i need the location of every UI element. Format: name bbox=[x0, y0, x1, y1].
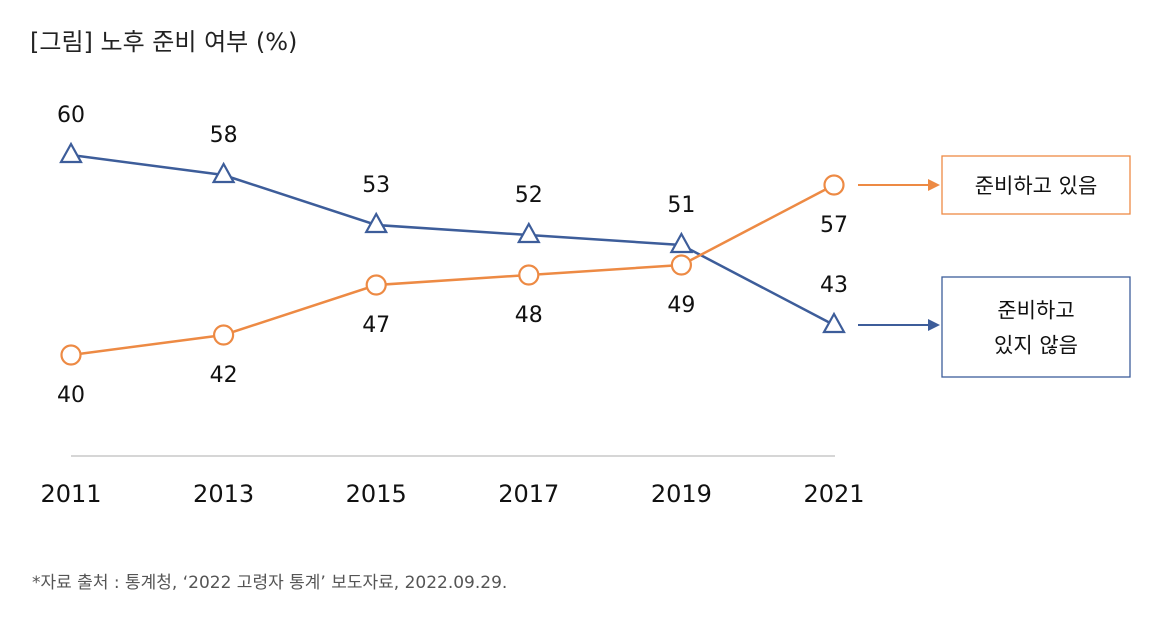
x-axis: 2011 2013 2015 2017 2019 2021 bbox=[40, 455, 865, 508]
legend-box bbox=[941, 155, 1131, 215]
series-0: 60 58 53 52 51 43 bbox=[57, 103, 848, 334]
legend-arrow-head bbox=[928, 179, 940, 191]
data-label: 51 bbox=[667, 193, 695, 218]
chart-title: [그림] 노후 준비 여부 (%) bbox=[30, 28, 298, 56]
legend-label: 준비하고 있음 bbox=[975, 174, 1098, 198]
data-label: 57 bbox=[820, 213, 848, 238]
source-note: *자료 출처 : 통계청, ‘2022 고령자 통계’ 보도자료, 2022.0… bbox=[32, 573, 508, 593]
x-tick-label: 2013 bbox=[193, 480, 254, 508]
legend-arrow-head bbox=[928, 319, 940, 331]
series-1: 40 42 47 48 49 57 bbox=[57, 174, 848, 408]
data-label: 52 bbox=[515, 183, 543, 208]
triangle-marker bbox=[516, 221, 541, 244]
circle-marker bbox=[518, 264, 540, 286]
data-label: 42 bbox=[210, 363, 238, 388]
x-tick-label: 2011 bbox=[40, 480, 101, 508]
circle-marker bbox=[365, 274, 387, 296]
triangle-marker bbox=[59, 141, 83, 164]
legend-label: 있지 않음 bbox=[994, 334, 1078, 358]
data-label: 58 bbox=[210, 123, 238, 148]
data-label: 60 bbox=[57, 103, 85, 128]
data-label: 48 bbox=[515, 303, 543, 328]
circle-marker bbox=[213, 324, 235, 346]
x-tick-label: 2015 bbox=[346, 480, 407, 508]
data-label: 47 bbox=[362, 313, 390, 338]
series-layer: 60 58 53 52 51 43 40 42 47 48 49 57 bbox=[57, 103, 848, 408]
triangle-marker bbox=[669, 231, 694, 254]
data-label: 43 bbox=[820, 273, 848, 298]
triangle-marker bbox=[822, 311, 846, 334]
circle-marker bbox=[823, 174, 845, 196]
triangle-marker bbox=[211, 161, 236, 184]
triangle-marker bbox=[364, 211, 389, 234]
legend-box bbox=[941, 276, 1131, 378]
circle-marker bbox=[670, 254, 693, 276]
x-tick-label: 2021 bbox=[803, 480, 864, 508]
legend-label: 준비하고 bbox=[997, 299, 1074, 323]
x-tick-label: 2017 bbox=[498, 480, 559, 508]
series-line bbox=[70, 153, 835, 327]
series-line bbox=[70, 183, 835, 357]
x-tick-label: 2019 bbox=[651, 480, 712, 508]
circle-marker bbox=[60, 344, 82, 366]
data-label: 53 bbox=[362, 173, 390, 198]
data-label: 49 bbox=[667, 293, 695, 318]
legend-item-1: 준비하고 있음 bbox=[858, 155, 1131, 215]
data-label: 40 bbox=[57, 383, 85, 408]
